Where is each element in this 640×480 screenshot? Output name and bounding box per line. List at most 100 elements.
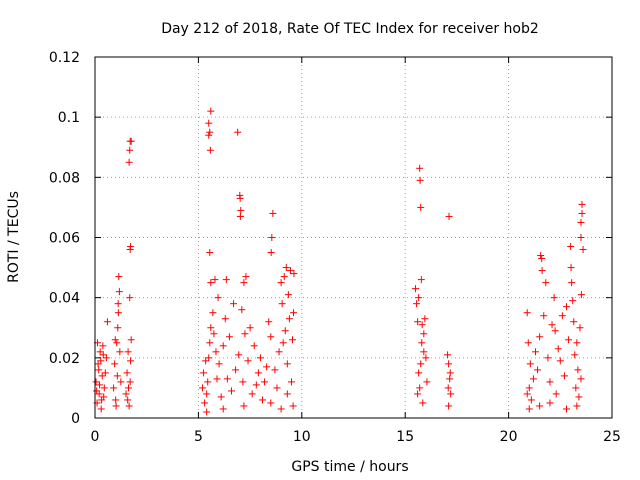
- data-point: [560, 372, 568, 380]
- data-point: [417, 203, 425, 211]
- data-point: [207, 324, 215, 332]
- data-point: [523, 390, 531, 398]
- data-point: [267, 333, 275, 341]
- data-point: [103, 318, 111, 326]
- data-point: [236, 194, 244, 202]
- data-point: [237, 206, 245, 214]
- data-point: [238, 306, 246, 314]
- data-point: [221, 315, 229, 323]
- data-point: [126, 378, 134, 386]
- data-point: [210, 330, 218, 338]
- data-point: [420, 330, 428, 338]
- data-point: [527, 396, 535, 404]
- data-point: [416, 164, 424, 172]
- data-point: [536, 333, 544, 341]
- y-tick-label: 0: [71, 411, 80, 427]
- data-point: [278, 300, 286, 308]
- data-point: [290, 309, 298, 317]
- grid: [95, 57, 612, 418]
- data-point: [537, 252, 545, 260]
- data-point: [97, 405, 105, 413]
- data-point: [223, 375, 231, 383]
- data-point: [422, 354, 430, 362]
- data-point: [445, 212, 453, 220]
- data-point: [127, 357, 135, 365]
- data-point: [252, 381, 260, 389]
- data-point: [219, 405, 227, 413]
- data-point: [126, 294, 134, 302]
- chart-title: Day 212 of 2018, Rate Of TEC Index for r…: [161, 21, 539, 37]
- data-point: [219, 342, 227, 350]
- data-point: [123, 369, 131, 377]
- data-point: [576, 324, 584, 332]
- data-point: [413, 300, 421, 308]
- data-point: [446, 369, 454, 377]
- data-point: [114, 309, 122, 317]
- x-tick-label: 10: [293, 429, 311, 445]
- data-point: [577, 375, 585, 383]
- data-point: [525, 384, 533, 392]
- x-tick-label: 20: [500, 429, 518, 445]
- data-point: [417, 360, 425, 368]
- data-point: [273, 384, 281, 392]
- data-point: [416, 176, 424, 184]
- data-point: [565, 336, 573, 344]
- data-point: [113, 372, 121, 380]
- data-point: [126, 146, 134, 154]
- data-point: [573, 402, 581, 410]
- data-point: [127, 336, 135, 344]
- data-point: [98, 372, 106, 380]
- data-point: [572, 384, 580, 392]
- data-point: [415, 369, 423, 377]
- data-point: [563, 405, 571, 413]
- data-point: [96, 381, 104, 389]
- data-point: [206, 146, 214, 154]
- x-tick-label: 25: [603, 429, 621, 445]
- data-point: [280, 273, 288, 281]
- data-point: [579, 246, 587, 254]
- data-point: [203, 408, 211, 416]
- data-point: [287, 378, 295, 386]
- data-point: [420, 348, 428, 356]
- data-point: [417, 276, 425, 284]
- data-point: [569, 297, 577, 305]
- data-point: [275, 348, 283, 356]
- data-point: [563, 303, 571, 311]
- data-point: [554, 345, 562, 353]
- data-point: [206, 128, 214, 136]
- data-point: [110, 384, 118, 392]
- data-point: [418, 321, 426, 329]
- data-point: [558, 312, 566, 320]
- data-point: [96, 348, 104, 356]
- data-point: [201, 399, 209, 407]
- data-point: [114, 324, 122, 332]
- data-point: [267, 249, 275, 257]
- y-tick-label: 0.04: [49, 291, 80, 307]
- data-point: [414, 318, 422, 326]
- data-point: [125, 402, 133, 410]
- data-point: [261, 378, 269, 386]
- data-point: [446, 375, 454, 383]
- data-point: [540, 312, 548, 320]
- data-point: [241, 330, 249, 338]
- data-point: [205, 131, 213, 139]
- data-point: [284, 291, 292, 299]
- data-point: [571, 351, 579, 359]
- data-point: [277, 405, 285, 413]
- data-point: [215, 360, 223, 368]
- data-point: [447, 390, 455, 398]
- data-point: [556, 357, 564, 365]
- data-point: [529, 375, 537, 383]
- data-point: [93, 387, 101, 395]
- data-point: [256, 354, 264, 362]
- data-point: [101, 369, 109, 377]
- data-point: [111, 360, 119, 368]
- x-tick-label: 5: [194, 429, 203, 445]
- data-point: [100, 384, 108, 392]
- data-point: [548, 321, 556, 329]
- data-point: [567, 243, 575, 251]
- data-point: [242, 273, 250, 281]
- x-tick-label: 0: [91, 429, 100, 445]
- data-point: [573, 339, 581, 347]
- x-axis-label: GPS time / hours: [291, 459, 408, 475]
